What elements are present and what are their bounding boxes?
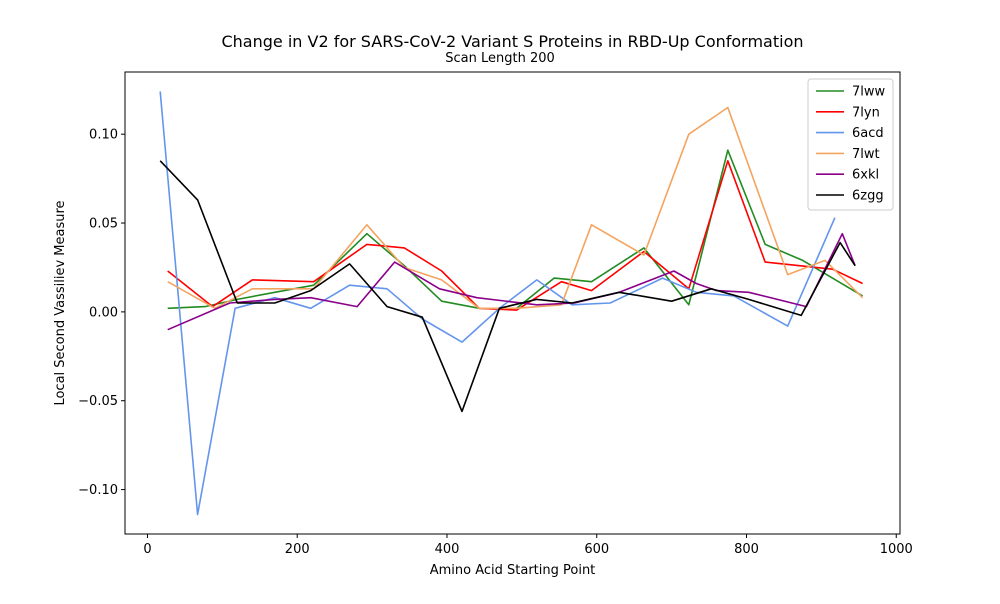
y-axis-label: Local Second Vassiliev Measure [53, 200, 68, 405]
legend-label-7lwt: 7lwt [852, 147, 880, 162]
x-tick-label: 400 [435, 542, 460, 557]
y-tick-label: 0.00 [89, 305, 118, 320]
x-axis-ticks: 0 200 400 600 800 1000 [143, 534, 913, 557]
x-tick-label: 600 [584, 542, 609, 557]
series-line-7lyn [167, 160, 863, 311]
chart-subtitle: Scan Length 200 [445, 51, 555, 66]
chart-title: Change in V2 for SARS-CoV-2 Variant S Pr… [221, 32, 803, 51]
series-line-6zgg [159, 160, 856, 413]
plot-frame [124, 71, 901, 535]
legend-label-7lww: 7lww [852, 85, 886, 100]
y-tick-label: 0.10 [89, 128, 118, 143]
x-tick-label: 800 [734, 542, 759, 557]
series-line-7lww [167, 149, 864, 310]
legend-label-6xkl: 6xkl [852, 168, 879, 183]
y-tick-label: 0.05 [89, 217, 118, 232]
y-tick-label: −0.05 [78, 394, 118, 409]
plot-area [159, 91, 864, 516]
x-tick-label: 1000 [880, 542, 913, 557]
legend-label-6acd: 6acd [852, 126, 884, 141]
x-axis-label: Amino Acid Starting Point [430, 563, 596, 578]
x-tick-label: 200 [285, 542, 310, 557]
legend-label-6zgg: 6zgg [852, 189, 884, 204]
series-line-6xkl [167, 232, 856, 331]
x-tick-label: 0 [143, 542, 151, 557]
y-axis-ticks: −0.10 −0.05 0.00 0.05 0.10 [78, 128, 125, 498]
series-line-7lwt [167, 106, 864, 310]
legend-label-7lyn: 7lyn [852, 105, 880, 120]
chart-legend: 7lww 7lyn 6acd 7lwt 6xkl 6zgg [807, 78, 894, 211]
y-tick-label: −0.10 [78, 483, 118, 498]
